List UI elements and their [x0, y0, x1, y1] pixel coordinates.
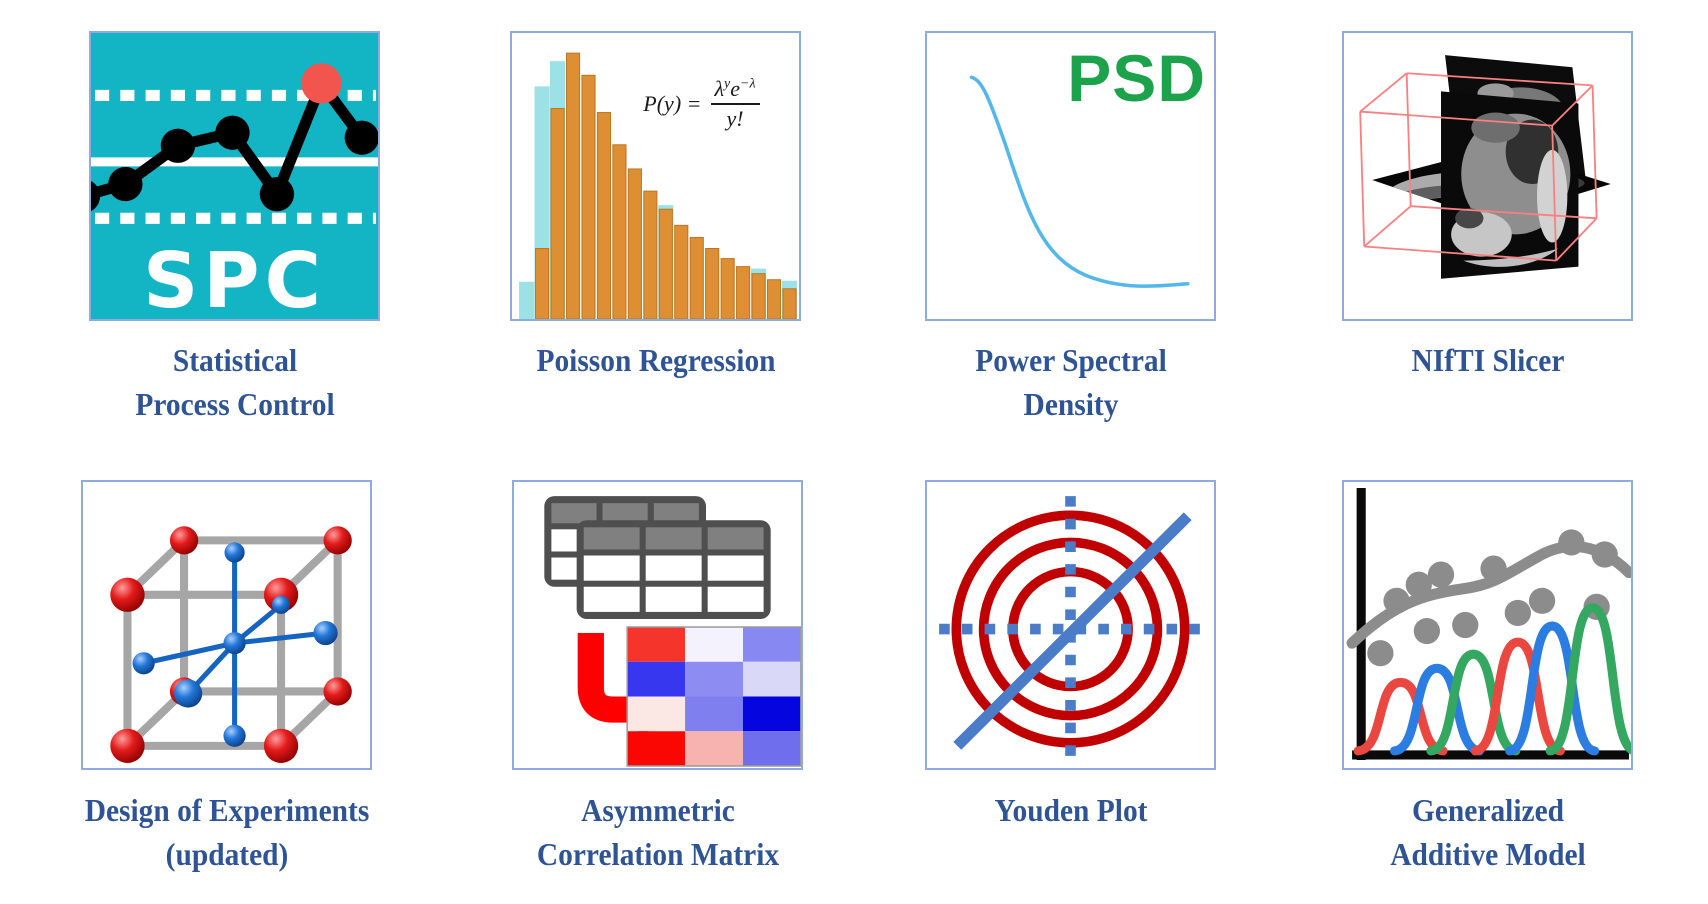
psd-label: PSD — [1067, 41, 1206, 115]
formula-lhs: P(y) = — [643, 90, 702, 116]
poisson-formula: P(y) = λye−λ y! — [610, 76, 794, 132]
svg-text:SPC: SPC — [143, 237, 326, 319]
formula-numerator: λye−λ — [710, 76, 760, 106]
poisson-histogram-icon — [512, 33, 799, 319]
caption-nifti-slicer: NIfTI Slicer — [1411, 342, 1565, 378]
caption-statistical-process-control: Statistical Process Control — [135, 342, 335, 422]
caption-generalized-additive-model: Generalized Additive Model — [1390, 792, 1586, 872]
doe-cube-icon — [83, 482, 370, 768]
caption-power-spectral-density: Power Spectral Density — [975, 342, 1167, 422]
tile-nifti-slicer[interactable] — [1342, 31, 1633, 321]
formula-denominator: y! — [726, 106, 744, 132]
youden-plot-icon — [927, 482, 1214, 768]
caption-youden-plot: Youden Plot — [994, 792, 1148, 828]
caption-design-of-experiments: Design of Experiments (updated) — [84, 792, 370, 872]
correlation-matrix-icon — [514, 482, 801, 768]
tile-statistical-process-control[interactable]: SPC — [89, 31, 380, 321]
formula-fraction: λye−λ y! — [710, 76, 760, 132]
tile-asymmetric-correlation-matrix[interactable] — [512, 480, 803, 770]
psd-curve-icon — [927, 33, 1214, 319]
tile-poisson-regression[interactable]: P(y) = λye−λ y! — [510, 31, 801, 321]
caption-asymmetric-correlation-matrix: Asymmetric Correlation Matrix — [536, 792, 780, 872]
tile-power-spectral-density[interactable]: PSD — [925, 31, 1216, 321]
tile-youden-plot[interactable] — [925, 480, 1216, 770]
caption-poisson-regression: Poisson Regression — [536, 342, 776, 378]
nifti-slices-icon — [1344, 33, 1631, 319]
spc-icon: SPC — [91, 33, 378, 319]
tile-design-of-experiments[interactable] — [81, 480, 372, 770]
gam-curves-icon — [1344, 482, 1631, 768]
tile-generalized-additive-model[interactable] — [1342, 480, 1633, 770]
